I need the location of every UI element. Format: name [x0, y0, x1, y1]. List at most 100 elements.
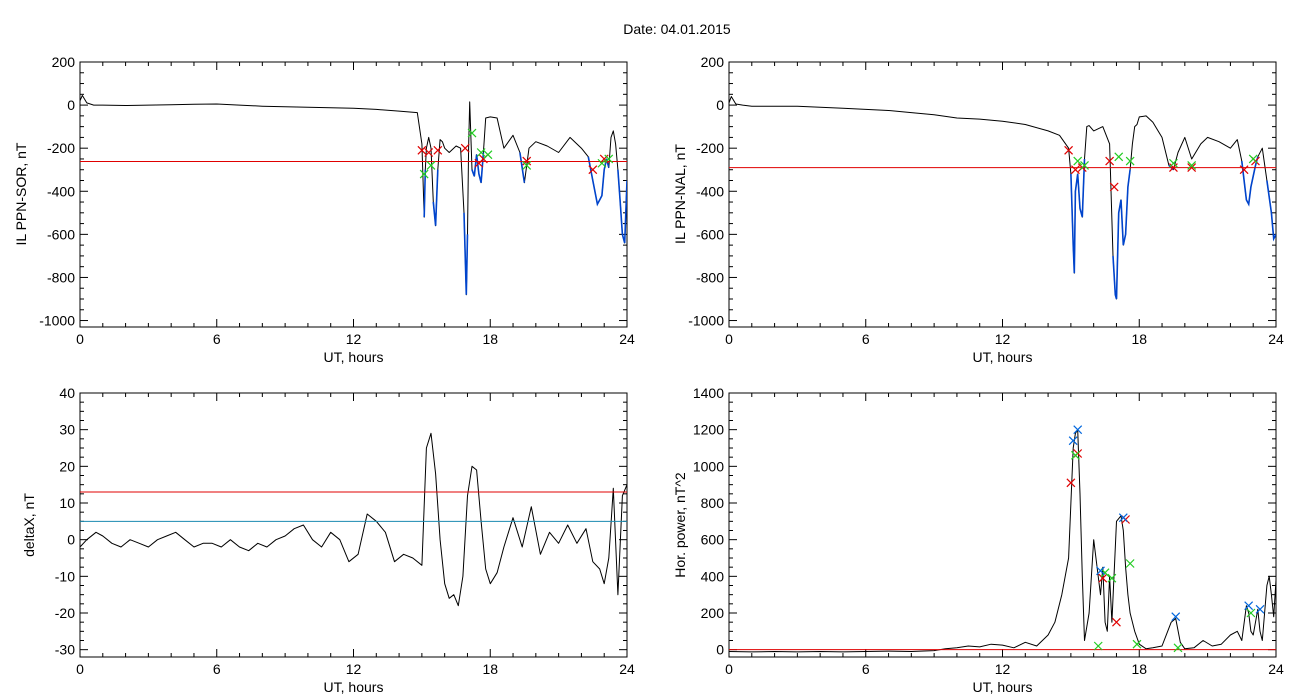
marker-red: [1098, 573, 1108, 583]
substorm-segment: [519, 152, 526, 183]
y-tick-label: 40: [59, 385, 75, 401]
x-tick-label: 6: [213, 331, 221, 347]
marker-blue: [1171, 612, 1181, 622]
y-tick-label: -400: [696, 183, 724, 199]
marker-green: [1125, 559, 1135, 568]
marker-red: [433, 145, 443, 155]
x-axis-label: UT, hours: [324, 679, 384, 695]
x-tick-label: 0: [76, 661, 84, 677]
x-tick-label: 6: [862, 331, 870, 347]
marker-green: [426, 160, 436, 170]
y-tick-label: -200: [696, 140, 724, 156]
y-tick-label: -1000: [39, 313, 75, 329]
substorm-segment: [1241, 156, 1259, 207]
marker-blue: [1073, 425, 1083, 435]
chart-panel-deltax: 0 6 12 18 24 -30 -20 -10 0 10 20 30 40 UT, hours delta…: [21, 385, 635, 695]
marker-red: [1109, 182, 1119, 192]
y-tick-label: 200: [701, 54, 725, 70]
marker-green: [1107, 573, 1117, 583]
y-tick-label: 1200: [693, 422, 724, 438]
substorm-segment: [587, 156, 610, 207]
marker-green: [1187, 160, 1197, 170]
marker-red: [1187, 163, 1197, 172]
marker-red: [1239, 165, 1249, 175]
y-tick-label: -200: [47, 140, 75, 156]
y-tick-label: -600: [696, 226, 724, 242]
y-tick-label: -600: [47, 226, 75, 242]
x-tick-label: 24: [619, 331, 635, 347]
series-line: [729, 429, 1276, 653]
y-axis-label: IL PPN-NAL, nT: [672, 144, 688, 244]
plot-frame: [79, 392, 628, 658]
marker-blue: [1255, 604, 1265, 614]
marker-red: [1064, 145, 1074, 155]
plot-area: [729, 96, 1276, 300]
substorm-segment: [1266, 180, 1276, 242]
marker-red: [417, 145, 427, 155]
chart-panel-il-ppn-sor: 0 6 12 18 24 -1000 -800 -600 -400 -200 0 200 UT, hou…: [13, 54, 635, 365]
marker-green: [1114, 152, 1124, 162]
marker-red: [1071, 165, 1080, 175]
marker-red: [460, 143, 470, 153]
y-tick-label: -20: [55, 605, 75, 621]
x-tick-label: 24: [619, 661, 635, 677]
marker-green: [1100, 568, 1110, 578]
plot-frame: [728, 392, 1277, 658]
y-tick-label: 0: [716, 97, 724, 113]
y-tick-label: 30: [59, 422, 75, 438]
x-tick-label: 18: [482, 661, 498, 677]
x-tick-label: 12: [346, 331, 362, 347]
y-axis-label: Hor. power, nT^2: [672, 472, 688, 578]
series-line: [80, 94, 627, 296]
plot-frame: [728, 61, 1277, 328]
y-tick-label: 20: [59, 458, 75, 474]
marker-green: [1173, 643, 1183, 653]
marker-blue: [1244, 601, 1254, 611]
figure-title: Date: 04.01.2015: [623, 21, 731, 37]
x-tick-label: 24: [1268, 331, 1284, 347]
marker-green: [1169, 158, 1178, 168]
plot-area: [729, 429, 1276, 653]
plot-area: [80, 432, 627, 607]
plot-frame: [79, 61, 628, 328]
y-tick-label: 1400: [693, 385, 724, 401]
x-axis-label: UT, hours: [973, 349, 1033, 365]
y-tick-label: 1000: [693, 458, 724, 474]
marker-red: [588, 165, 598, 175]
substorm-segment: [1070, 158, 1086, 274]
marker-green: [522, 160, 532, 170]
marker-green: [1071, 450, 1080, 460]
marker-green: [467, 128, 477, 138]
substorm-segment: [1112, 169, 1131, 300]
x-axis-label: UT, hours: [324, 349, 384, 365]
x-tick-label: 12: [995, 661, 1011, 677]
plot-area: [80, 94, 627, 296]
y-tick-label: -800: [696, 269, 724, 285]
marker-green: [1093, 641, 1103, 651]
marker-blue: [1096, 566, 1105, 576]
marker-green: [419, 169, 429, 179]
marker-red: [1105, 156, 1115, 166]
y-tick-label: -30: [55, 642, 75, 658]
marker-green: [483, 150, 493, 160]
chart-panel-il-ppn-nal: 0 6 12 18 24 -1000 -800 -600 -400 -200 0 200 UT, hou…: [672, 54, 1284, 365]
marker-red: [522, 156, 532, 166]
marker-green: [1080, 160, 1089, 170]
marker-green: [1132, 639, 1142, 649]
x-tick-label: 18: [1131, 331, 1147, 347]
x-axis-label: UT, hours: [973, 679, 1033, 695]
y-tick-label: 600: [701, 532, 725, 548]
y-tick-label: 200: [701, 605, 725, 621]
marker-green: [476, 148, 486, 157]
substorm-segment: [432, 169, 439, 226]
y-tick-label: 10: [59, 495, 75, 511]
marker-green: [597, 158, 607, 168]
y-tick-label: -400: [47, 183, 75, 199]
marker-green: [604, 154, 614, 164]
y-tick-label: 0: [716, 642, 724, 658]
y-tick-label: 800: [701, 495, 725, 511]
y-tick-label: -1000: [688, 313, 724, 329]
y-axis-label: IL PPN-SOR, nT: [13, 142, 29, 245]
substorm-segment: [463, 212, 469, 295]
x-tick-label: 24: [1268, 661, 1284, 677]
